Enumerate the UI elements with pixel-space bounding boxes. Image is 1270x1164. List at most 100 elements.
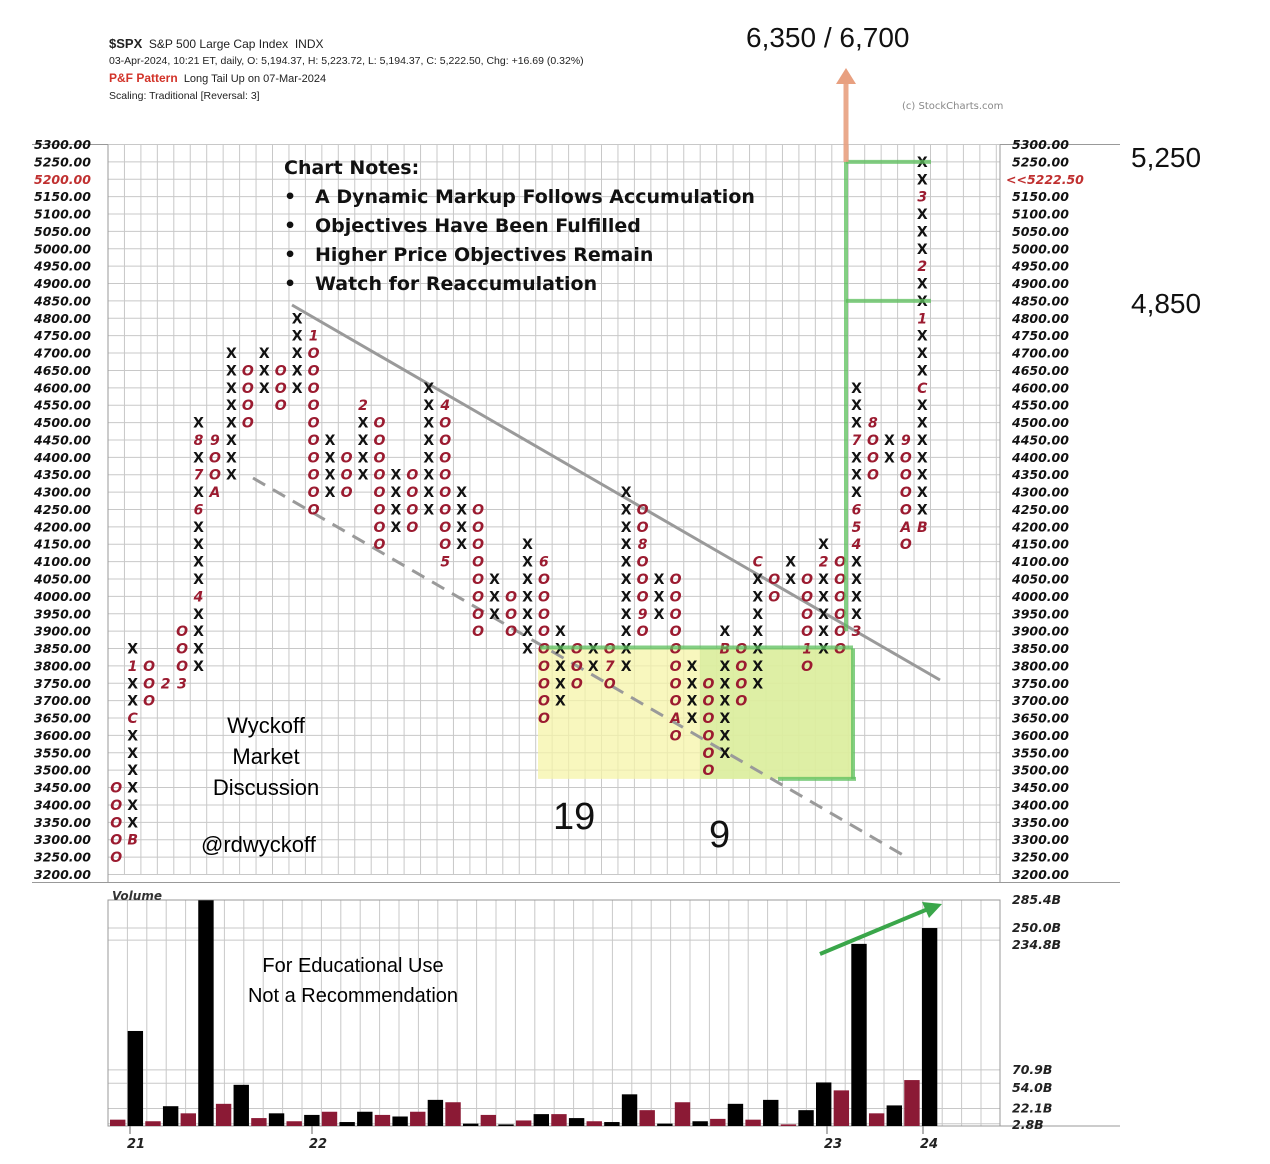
o-box: O (538, 676, 550, 692)
x-box: X (621, 607, 632, 623)
x-box: X (917, 329, 928, 345)
x-box: X (193, 624, 204, 640)
volume-bar (639, 1110, 655, 1126)
x-box: X (226, 433, 237, 449)
volume-bar (198, 900, 214, 1126)
volume-bar (463, 1123, 479, 1126)
month-marker: 4 (851, 537, 862, 553)
volume-bar (568, 1118, 585, 1126)
price-label-right: 4250.00 (1011, 502, 1069, 517)
volume-trend-arrowhead (922, 902, 942, 918)
time-label: 21 (127, 1137, 145, 1152)
o-box: O (867, 433, 879, 449)
x-box: X (456, 502, 467, 518)
x-box: X (127, 642, 138, 658)
month-marker: C (917, 381, 928, 397)
x-box: X (226, 468, 237, 484)
x-box: X (522, 572, 533, 588)
price-label-right: 4300.00 (1011, 485, 1069, 500)
x-box: X (259, 346, 270, 362)
price-label-right: 4700.00 (1011, 346, 1069, 361)
volume-bar (621, 1094, 638, 1126)
volume-bar (851, 943, 867, 1126)
volume-bar (374, 1114, 391, 1126)
o-box: O (472, 589, 484, 605)
o-box: O (702, 711, 714, 727)
price-label-right: 3900.00 (1012, 624, 1069, 639)
volume-bar (604, 1122, 620, 1126)
o-box: O (373, 416, 385, 432)
price-label-right: 4000.00 (1011, 589, 1069, 604)
x-box: X (555, 694, 566, 710)
price-label-left: 4400.00 (33, 450, 91, 465)
month-marker: 6 (194, 502, 204, 518)
o-box: O (341, 468, 353, 484)
o-box: O (538, 607, 550, 623)
price-label-left: 4550.00 (33, 398, 91, 413)
price-label-right: 3500.00 (1012, 763, 1069, 778)
x-box: X (917, 242, 928, 258)
x-box: X (752, 589, 763, 605)
volume-bar (445, 1102, 461, 1126)
x-box: X (654, 589, 665, 605)
x-box: X (654, 572, 665, 588)
index-name: S&P 500 Large Cap Index (148, 37, 289, 51)
o-box: O (143, 676, 155, 692)
x-box: X (292, 329, 303, 345)
x-box: X (390, 502, 401, 518)
volume-bar (321, 1111, 338, 1126)
o-box: O (834, 624, 846, 640)
price-label-left: 5000.00 (34, 241, 91, 256)
x-box: X (489, 607, 500, 623)
month-marker: A (209, 485, 221, 501)
copyright: (c) StockCharts.com (902, 101, 1004, 112)
x-box: X (785, 555, 796, 571)
o-box: O (110, 815, 122, 831)
month-marker: 9 (210, 433, 220, 449)
o-box: O (110, 798, 122, 814)
price-label-left: 4000.00 (33, 589, 91, 604)
price-label-right: 3350.00 (1012, 815, 1069, 830)
x-box: X (193, 607, 204, 623)
scaling-line: Scaling: Traditional [Reversal: 3] (109, 90, 260, 102)
count-zone (700, 648, 853, 779)
volume-bar (533, 1114, 549, 1126)
price-label-left: 4600.00 (33, 380, 91, 395)
price-label-right: 5150.00 (1012, 189, 1069, 204)
o-box: O (702, 763, 714, 779)
o-box: O (670, 694, 682, 710)
price-label-left: 3300.00 (34, 832, 91, 847)
x-box: X (489, 589, 500, 605)
price-label-right: 4900.00 (1011, 276, 1069, 291)
volume-axis-label: 54.0B (1012, 1080, 1052, 1095)
x-box: X (390, 468, 401, 484)
volume-bar (904, 1080, 920, 1126)
month-marker: C (753, 555, 764, 571)
volume-bar (763, 1099, 779, 1126)
price-label-right: 4450.00 (1011, 432, 1069, 447)
x-box: X (193, 659, 204, 675)
x-box: X (456, 520, 467, 536)
o-box: O (308, 416, 320, 432)
x-box: X (719, 728, 730, 744)
x-box: X (884, 433, 895, 449)
volume-bar (727, 1103, 744, 1126)
price-label-left: 4800.00 (33, 311, 91, 326)
price-label-left: 4250.00 (33, 502, 91, 517)
price-label-right: 3600.00 (1012, 728, 1069, 743)
x-box: X (851, 398, 862, 414)
x-box: X (588, 659, 599, 675)
o-box: O (637, 555, 649, 571)
o-box: O (670, 589, 682, 605)
x-box: X (917, 416, 928, 432)
volume-axis-label: 22.1B (1012, 1100, 1052, 1115)
x-box: X (687, 711, 698, 727)
x-box: X (818, 589, 829, 605)
x-box: X (917, 450, 928, 466)
o-box: O (505, 607, 517, 623)
o-box: O (341, 450, 353, 466)
x-box: X (917, 224, 928, 240)
o-box: O (538, 711, 550, 727)
o-box: O (373, 502, 385, 518)
month-marker: 2 (161, 676, 171, 692)
